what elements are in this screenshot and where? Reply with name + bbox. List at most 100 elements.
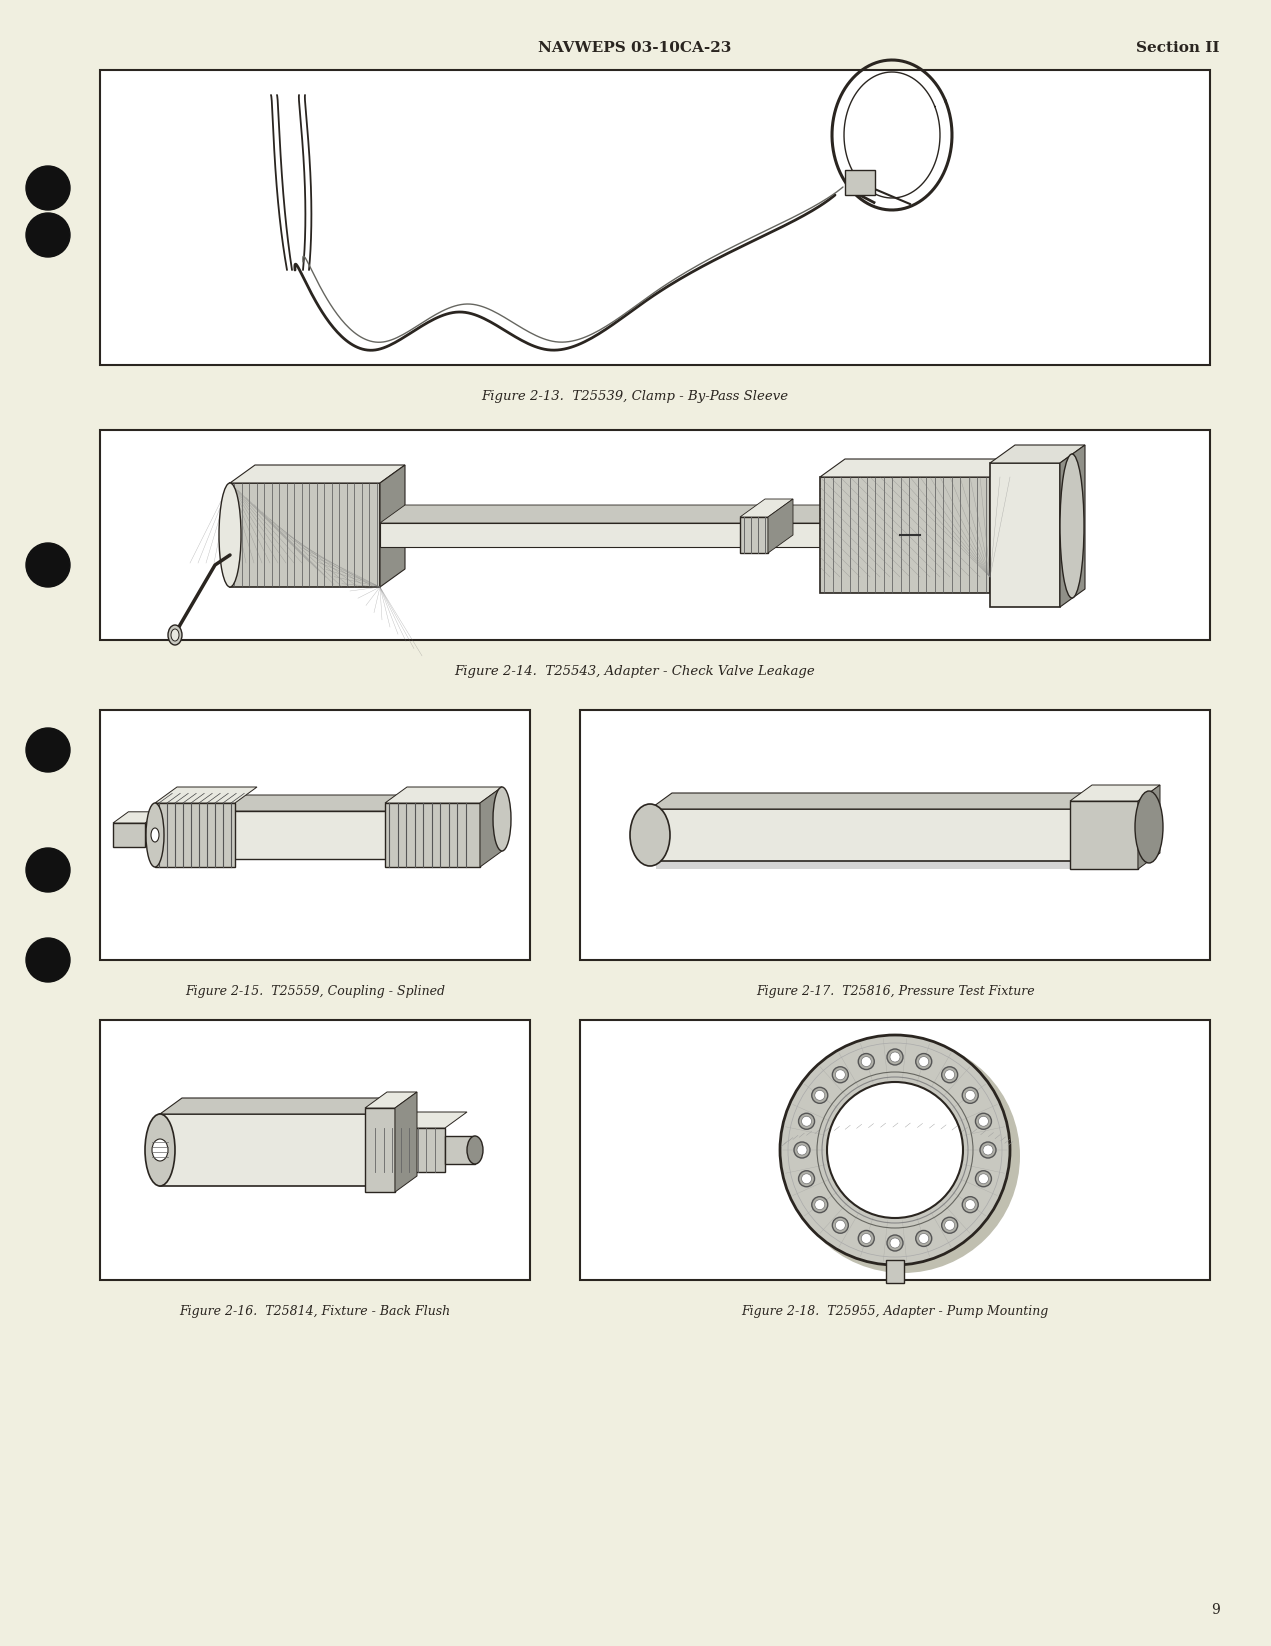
Circle shape [797,1146,807,1155]
Bar [380,523,820,546]
Bar [740,517,768,553]
Bar [845,170,874,194]
Bar [580,1021,1210,1281]
Circle shape [827,1081,963,1218]
Polygon shape [380,466,405,588]
Polygon shape [385,787,502,803]
Polygon shape [370,1098,391,1187]
Circle shape [798,1113,815,1129]
Circle shape [802,1174,812,1183]
Circle shape [915,1231,932,1246]
Text: Figure 2-17.  T25816, Pressure Test Fixture: Figure 2-17. T25816, Pressure Test Fixtu… [756,984,1035,997]
Polygon shape [365,1091,417,1108]
Circle shape [890,1238,900,1248]
Polygon shape [990,459,1016,593]
Bar [180,811,465,859]
Polygon shape [113,811,160,823]
Polygon shape [370,1113,466,1128]
Circle shape [962,1088,979,1103]
Circle shape [979,1116,989,1126]
Polygon shape [1130,793,1152,861]
Polygon shape [768,499,793,553]
Circle shape [25,212,70,257]
Circle shape [962,1197,979,1213]
Text: NAVWEPS 03-10CA-23: NAVWEPS 03-10CA-23 [539,41,732,54]
Ellipse shape [466,1136,483,1164]
Circle shape [812,1197,827,1213]
Circle shape [25,728,70,772]
Circle shape [25,543,70,588]
Circle shape [858,1053,874,1070]
Circle shape [887,1049,902,1065]
Circle shape [915,1053,932,1070]
Text: Figure 2-14.  T25543, Adapter - Check Valve Leakage: Figure 2-14. T25543, Adapter - Check Val… [455,665,816,678]
Circle shape [858,1231,874,1246]
Polygon shape [1138,785,1160,869]
Polygon shape [365,1108,395,1192]
Text: Figure 2-16.  T25814, Fixture - Back Flush: Figure 2-16. T25814, Fixture - Back Flus… [179,1305,450,1318]
Bar [100,709,530,960]
Polygon shape [395,1091,417,1192]
Circle shape [802,1116,812,1126]
Circle shape [794,1142,810,1159]
Circle shape [887,1234,902,1251]
Ellipse shape [151,828,159,843]
Circle shape [975,1170,991,1187]
Ellipse shape [168,625,182,645]
Bar [445,1136,475,1164]
Ellipse shape [219,482,241,588]
Bar [649,808,1130,861]
Bar [100,430,1210,640]
Text: Figure 2-18.  T25955, Adapter - Pump Mounting: Figure 2-18. T25955, Adapter - Pump Moun… [741,1305,1049,1318]
Circle shape [25,848,70,892]
Circle shape [833,1067,848,1083]
Bar [990,463,1060,607]
Ellipse shape [493,787,511,851]
Polygon shape [886,1259,904,1282]
Bar [160,1114,370,1187]
Bar [580,709,1210,960]
Circle shape [780,1035,1010,1266]
Circle shape [798,1170,815,1187]
Bar [656,816,1136,869]
Text: Section II: Section II [1136,41,1220,54]
Polygon shape [155,787,257,803]
Circle shape [833,1218,848,1233]
Text: Figure 2-13.  T25539, Clamp - By-Pass Sleeve: Figure 2-13. T25539, Clamp - By-Pass Sle… [482,390,788,403]
Circle shape [815,1090,825,1100]
Circle shape [982,1146,993,1155]
Circle shape [975,1113,991,1129]
Ellipse shape [172,629,179,640]
Ellipse shape [146,803,164,867]
Circle shape [812,1088,827,1103]
Polygon shape [649,793,1152,808]
Circle shape [862,1057,871,1067]
Bar [100,71,1210,365]
Polygon shape [740,499,793,517]
Circle shape [835,1220,845,1230]
Circle shape [979,1174,989,1183]
Circle shape [919,1233,929,1243]
Bar [1070,802,1138,869]
Polygon shape [160,1098,391,1114]
Bar [385,803,480,867]
Circle shape [944,1070,955,1080]
Polygon shape [230,466,405,482]
Text: 9: 9 [1211,1603,1220,1616]
Circle shape [944,1220,955,1230]
Polygon shape [113,823,145,848]
Circle shape [942,1067,957,1083]
Circle shape [980,1142,996,1159]
Polygon shape [1070,785,1160,802]
Polygon shape [480,787,502,867]
Ellipse shape [1135,792,1163,863]
Ellipse shape [630,803,670,866]
Polygon shape [820,459,1016,477]
Polygon shape [380,505,845,523]
Circle shape [815,1200,825,1210]
Circle shape [965,1200,975,1210]
Circle shape [890,1052,900,1062]
Ellipse shape [153,1139,168,1160]
Circle shape [942,1218,957,1233]
Bar [370,1128,445,1172]
